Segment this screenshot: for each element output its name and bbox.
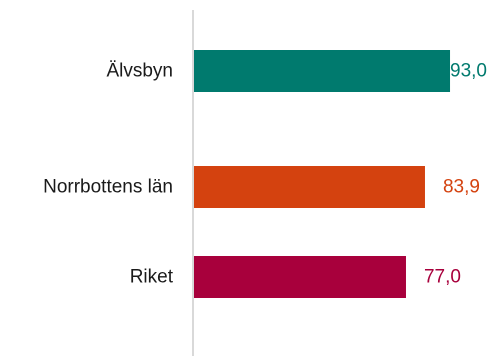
bar-2 xyxy=(194,256,406,298)
value-label-2: 77,0 xyxy=(424,267,461,288)
bar-0 xyxy=(194,50,451,92)
value-label-1: 83,9 xyxy=(443,177,480,198)
category-label-0: Älvsbyn xyxy=(106,61,173,82)
bars: Älvsbyn 93,0 Norrbottens län 83,9 Riket 77,0 xyxy=(43,50,487,298)
category-label-1: Norrbottens län xyxy=(43,177,173,198)
value-label-0: 93,0 xyxy=(450,61,487,82)
bar-1 xyxy=(194,166,425,208)
category-label-2: Riket xyxy=(130,267,174,288)
